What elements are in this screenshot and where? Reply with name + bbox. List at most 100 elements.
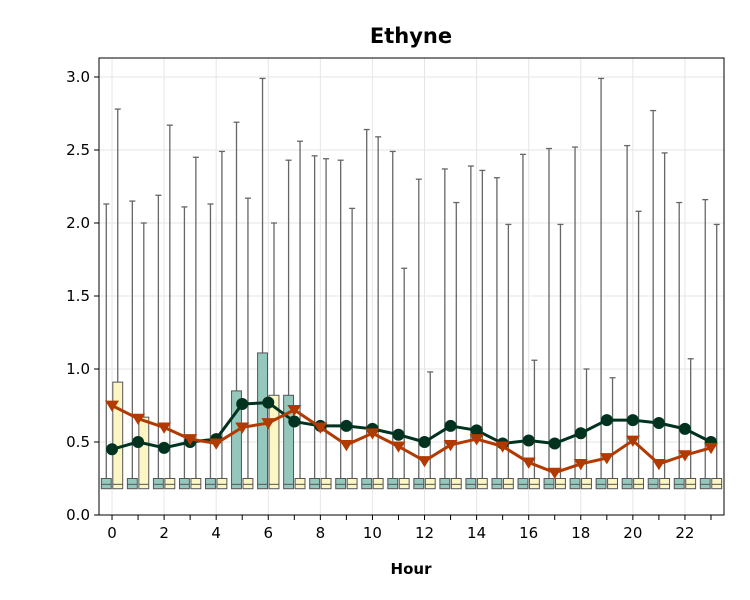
point-a <box>392 428 405 441</box>
x-tick-label: 10 <box>363 524 382 542</box>
point-b <box>625 435 640 447</box>
box-b <box>294 140 306 490</box>
box-b <box>607 377 618 490</box>
chart-title: Ethyne <box>370 24 452 48</box>
point-a <box>340 419 353 432</box>
point-a <box>106 443 119 456</box>
point-a <box>652 417 665 430</box>
x-tick-label: 8 <box>316 524 326 542</box>
box-a <box>257 77 268 490</box>
point-b <box>677 450 692 462</box>
box <box>528 477 540 490</box>
box-a <box>283 159 295 490</box>
box <box>491 477 503 490</box>
box <box>450 477 462 490</box>
y-tick-label: 1.0 <box>66 360 90 378</box>
box <box>465 477 477 490</box>
box <box>335 477 347 490</box>
point-a <box>158 441 171 454</box>
box <box>138 416 150 490</box>
box-b <box>450 201 462 490</box>
box-a <box>673 201 685 490</box>
y-tick-label: 0.0 <box>66 506 90 524</box>
box <box>555 477 566 490</box>
box <box>268 394 280 490</box>
point-b <box>547 467 562 479</box>
box-b <box>424 371 436 490</box>
y-axis: 0.0 0.5 1.0 1.5 2.0 2.5 3.0 <box>66 68 99 524</box>
point-b <box>235 422 250 434</box>
box <box>112 381 124 490</box>
point-b <box>287 404 302 417</box>
box-plots <box>100 77 723 490</box>
point-a <box>522 434 535 447</box>
box-b <box>528 359 540 490</box>
x-tick-label: 0 <box>107 524 117 542</box>
box-a <box>543 147 555 490</box>
y-tick-label: 3.0 <box>66 68 90 86</box>
x-tick-label: 18 <box>571 524 590 542</box>
point-b <box>495 441 510 453</box>
box-b <box>138 222 150 490</box>
point-b <box>157 422 172 434</box>
point-a <box>444 419 457 432</box>
box <box>424 477 436 490</box>
box <box>216 477 228 490</box>
point-a <box>470 424 483 437</box>
box-b <box>112 108 124 490</box>
box-b <box>633 210 645 490</box>
box-a <box>621 144 633 490</box>
box-a <box>647 109 659 490</box>
box <box>309 477 321 490</box>
box-b <box>372 136 384 490</box>
point-a <box>600 414 613 427</box>
plot-frame <box>98 57 725 516</box>
x-tick-label: 16 <box>519 524 538 542</box>
box <box>320 477 332 490</box>
point-a <box>132 435 145 448</box>
point-b <box>131 413 146 425</box>
box <box>372 477 384 490</box>
x-tick-label: 4 <box>211 524 221 542</box>
x-tick-label: 22 <box>675 524 694 542</box>
box <box>581 477 592 490</box>
box-a <box>387 150 399 490</box>
box <box>152 477 164 490</box>
box <box>283 394 295 490</box>
box <box>346 477 358 490</box>
point-a <box>262 396 275 409</box>
point-b <box>573 458 588 471</box>
box-b <box>320 158 332 490</box>
point-a <box>678 422 691 435</box>
box-a <box>178 206 190 490</box>
point-b <box>339 440 354 452</box>
box <box>242 477 254 490</box>
point-b <box>105 400 120 412</box>
point-a <box>288 415 301 428</box>
box-b <box>711 223 723 490</box>
box <box>190 477 202 490</box>
box <box>659 477 671 490</box>
box-a <box>491 177 503 490</box>
box <box>398 477 410 490</box>
box-b <box>346 207 358 490</box>
box-b <box>216 150 228 490</box>
box <box>476 477 488 490</box>
box <box>126 477 138 490</box>
box-b <box>659 152 671 490</box>
point-a <box>548 437 561 450</box>
point-b <box>209 438 224 450</box>
box <box>361 477 373 490</box>
box <box>595 477 607 490</box>
point-a <box>626 414 639 427</box>
x-tick-label: 20 <box>623 524 642 542</box>
box-b <box>476 169 488 490</box>
box <box>569 477 581 490</box>
box-b <box>190 156 202 490</box>
box <box>607 477 618 490</box>
point-b <box>521 457 536 469</box>
box-a <box>595 77 607 490</box>
x-axis-label: Hour <box>391 560 433 578</box>
box-b <box>268 222 280 490</box>
